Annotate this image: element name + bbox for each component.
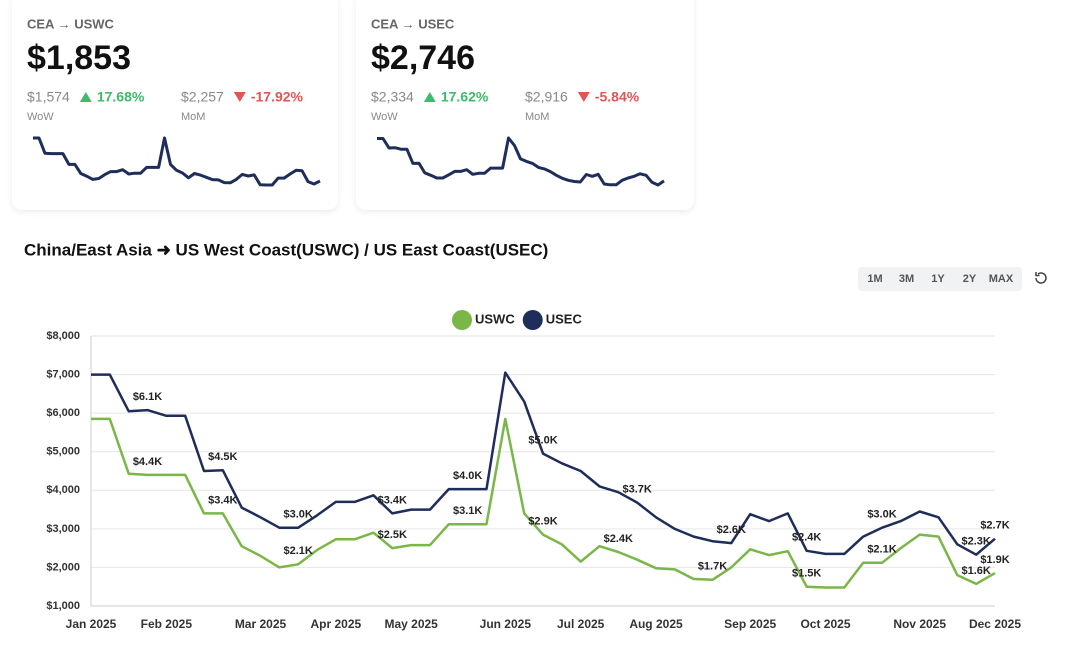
legend-label[interactable]: USWC [475,311,515,326]
wow-label: WoW [371,111,398,123]
mom-change: -5.84% [595,89,640,105]
range-button[interactable]: 1M [867,273,882,285]
x-tick-label: Feb 2025 [141,617,193,631]
mom-label: MoM [525,111,549,123]
x-tick-label: Jun 2025 [480,617,532,631]
data-label: $3.0K [283,509,312,521]
card-title: CEA → USWC [27,16,115,31]
data-label: $4.5K [208,451,237,463]
data-label: $2.4K [604,533,633,545]
data-label: $2.7K [980,520,1009,532]
x-tick-label: Jan 2025 [66,617,117,631]
data-label: $1.7K [698,561,727,573]
x-tick-label: May 2025 [384,617,438,631]
x-tick-label: Oct 2025 [800,617,850,631]
mom-change: -17.92% [251,89,304,105]
sparkline [377,136,665,187]
data-label: $1.6K [961,565,990,577]
data-label: $4.4K [133,456,162,468]
mom-label: MoM [181,111,205,123]
x-tick-label: Sep 2025 [724,617,776,631]
chart-title: China/East Asia ➜ US West Coast(USWC) / … [24,240,548,259]
x-tick-label: Dec 2025 [969,617,1021,631]
y-tick-label: $4,000 [46,484,80,496]
data-label: $6.1K [133,391,162,403]
legend-swatch[interactable] [522,310,543,330]
data-label: $2.5K [378,529,407,541]
range-button[interactable]: 1Y [931,273,945,285]
y-tick-label: $6,000 [46,407,80,419]
card-value: $1,853 [27,39,131,77]
legend-label[interactable]: USEC [546,311,583,326]
y-tick-label: $3,000 [46,523,80,535]
range-button[interactable]: 2Y [963,273,977,285]
data-label: $2.9K [528,516,557,528]
reset-icon[interactable] [1035,272,1047,284]
range-button[interactable]: 3M [899,273,914,285]
data-label: $3.1K [453,505,482,517]
mom-value: $2,916 [525,89,568,105]
data-label: $1.9K [980,554,1009,566]
trend-arrow [79,92,92,102]
x-tick-label: Nov 2025 [893,617,946,631]
y-tick-label: $1,000 [46,600,80,612]
y-tick-label: $7,000 [46,368,80,380]
x-tick-label: Apr 2025 [310,617,361,631]
data-label: $2.3K [961,536,990,548]
data-label: $5.0K [528,435,557,447]
wow-change: 17.68% [97,89,145,105]
trend-arrow [423,92,436,102]
wow-value: $1,574 [27,89,70,105]
series-line [91,417,996,589]
data-label: $1.5K [792,568,821,580]
range-bar [858,267,1022,291]
data-label: $3.7K [622,484,651,496]
y-tick-label: $2,000 [46,561,80,573]
series-line [91,371,996,556]
wow-label: WoW [27,111,54,123]
x-tick-label: Aug 2025 [629,617,683,631]
mom-value: $2,257 [181,89,224,105]
card [356,0,694,210]
wow-value: $2,334 [371,89,414,105]
range-button[interactable]: MAX [989,273,1014,285]
data-label: $3.4K [208,494,237,506]
card [12,0,338,210]
data-label: $2.4K [792,532,821,544]
x-tick-label: Mar 2025 [235,617,287,631]
wow-change: 17.62% [441,89,489,105]
data-label: $2.6K [717,524,746,536]
trend-arrow [233,92,246,102]
sparkline [33,136,321,187]
trend-arrow [577,92,590,102]
data-label: $2.1K [867,544,896,556]
y-tick-label: $5,000 [46,446,80,458]
data-label: $4.0K [453,470,482,482]
card-title: CEA → USEC [371,16,455,31]
y-tick-label: $8,000 [46,330,80,342]
data-label: $3.4K [378,494,407,506]
legend-swatch[interactable] [452,310,472,330]
data-label: $2.1K [283,545,312,557]
x-tick-label: Jul 2025 [557,617,605,631]
data-label: $3.0K [867,509,896,521]
card-value: $2,746 [371,39,475,77]
